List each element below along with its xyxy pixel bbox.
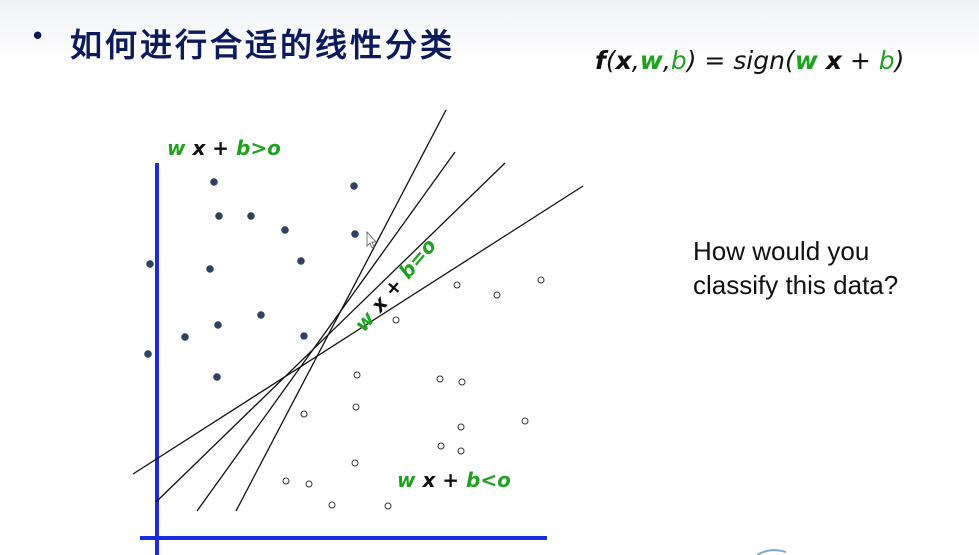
hollow-point xyxy=(392,316,400,324)
slide-title: 如何进行合适的线性分类 xyxy=(70,26,456,64)
formula-b: b xyxy=(670,46,687,75)
filled-point xyxy=(350,182,358,190)
classifier-formula: f(x,w,b) = sign(w x + b) xyxy=(595,46,904,75)
hollow-point xyxy=(352,403,360,411)
lower-region-label: w x + b<o xyxy=(397,468,511,492)
question-line-1: How would you xyxy=(693,236,870,266)
logo-fragment-icon xyxy=(756,549,787,555)
formula-comma2: , xyxy=(662,46,671,75)
filled-point xyxy=(206,265,214,273)
filled-point xyxy=(146,260,154,268)
filled-point xyxy=(144,350,152,358)
hollow-point xyxy=(457,447,465,455)
hollow-point xyxy=(353,371,361,379)
hollow-point xyxy=(493,291,501,299)
formula-x2: x xyxy=(825,46,842,75)
filled-point xyxy=(281,226,289,234)
filled-points xyxy=(144,178,359,381)
formula-plus: + xyxy=(841,46,879,75)
hollow-point xyxy=(453,281,461,289)
separator-line-4 xyxy=(132,185,584,475)
filled-point xyxy=(181,333,189,341)
hollow-point xyxy=(300,410,308,418)
filled-point xyxy=(351,230,359,238)
bullet: • xyxy=(30,22,46,52)
hollow-point xyxy=(537,276,545,284)
formula-b2: b xyxy=(878,46,895,75)
formula-w2: w xyxy=(794,46,818,75)
lower-label-cond: b<o xyxy=(466,468,511,492)
filled-point xyxy=(247,212,255,220)
separator-line-2 xyxy=(196,151,456,512)
formula-comma1: , xyxy=(631,46,640,75)
lower-label-w: w xyxy=(397,468,416,492)
filled-point xyxy=(300,332,308,340)
hollow-point xyxy=(351,459,359,467)
mouse-cursor-icon xyxy=(366,230,377,249)
hollow-point xyxy=(437,442,445,450)
separator-line-3 xyxy=(155,162,506,503)
formula-end: ) xyxy=(894,46,905,75)
filled-point xyxy=(257,311,265,319)
hollow-point xyxy=(305,480,313,488)
question-text: How would you classify this data? xyxy=(693,234,898,302)
filled-point xyxy=(215,212,223,220)
upper-label-w: w xyxy=(167,136,186,160)
candidate-lines xyxy=(132,109,584,512)
lower-label-rest: x + xyxy=(415,468,466,492)
question-line-2: classify this data? xyxy=(693,270,899,300)
hollow-point xyxy=(436,375,444,383)
formula-close-eq: ) = sign( xyxy=(686,46,795,75)
filled-point xyxy=(210,178,218,186)
hollow-point xyxy=(384,502,392,510)
filled-point xyxy=(297,257,305,265)
formula-w: w xyxy=(639,46,663,75)
upper-label-rest: x + xyxy=(185,136,236,160)
formula-x: x xyxy=(615,46,632,75)
formula-open: ( xyxy=(605,46,616,75)
upper-region-label: w x + b>o xyxy=(167,136,281,160)
filled-point xyxy=(214,321,222,329)
hollow-points xyxy=(282,276,545,510)
filled-point xyxy=(213,373,221,381)
hollow-point xyxy=(521,417,529,425)
hollow-point xyxy=(457,423,465,431)
hollow-point xyxy=(458,378,466,386)
hollow-point xyxy=(328,501,336,509)
upper-label-cond: b>o xyxy=(236,136,281,160)
hollow-point xyxy=(282,477,290,485)
formula-f: f xyxy=(595,46,606,75)
